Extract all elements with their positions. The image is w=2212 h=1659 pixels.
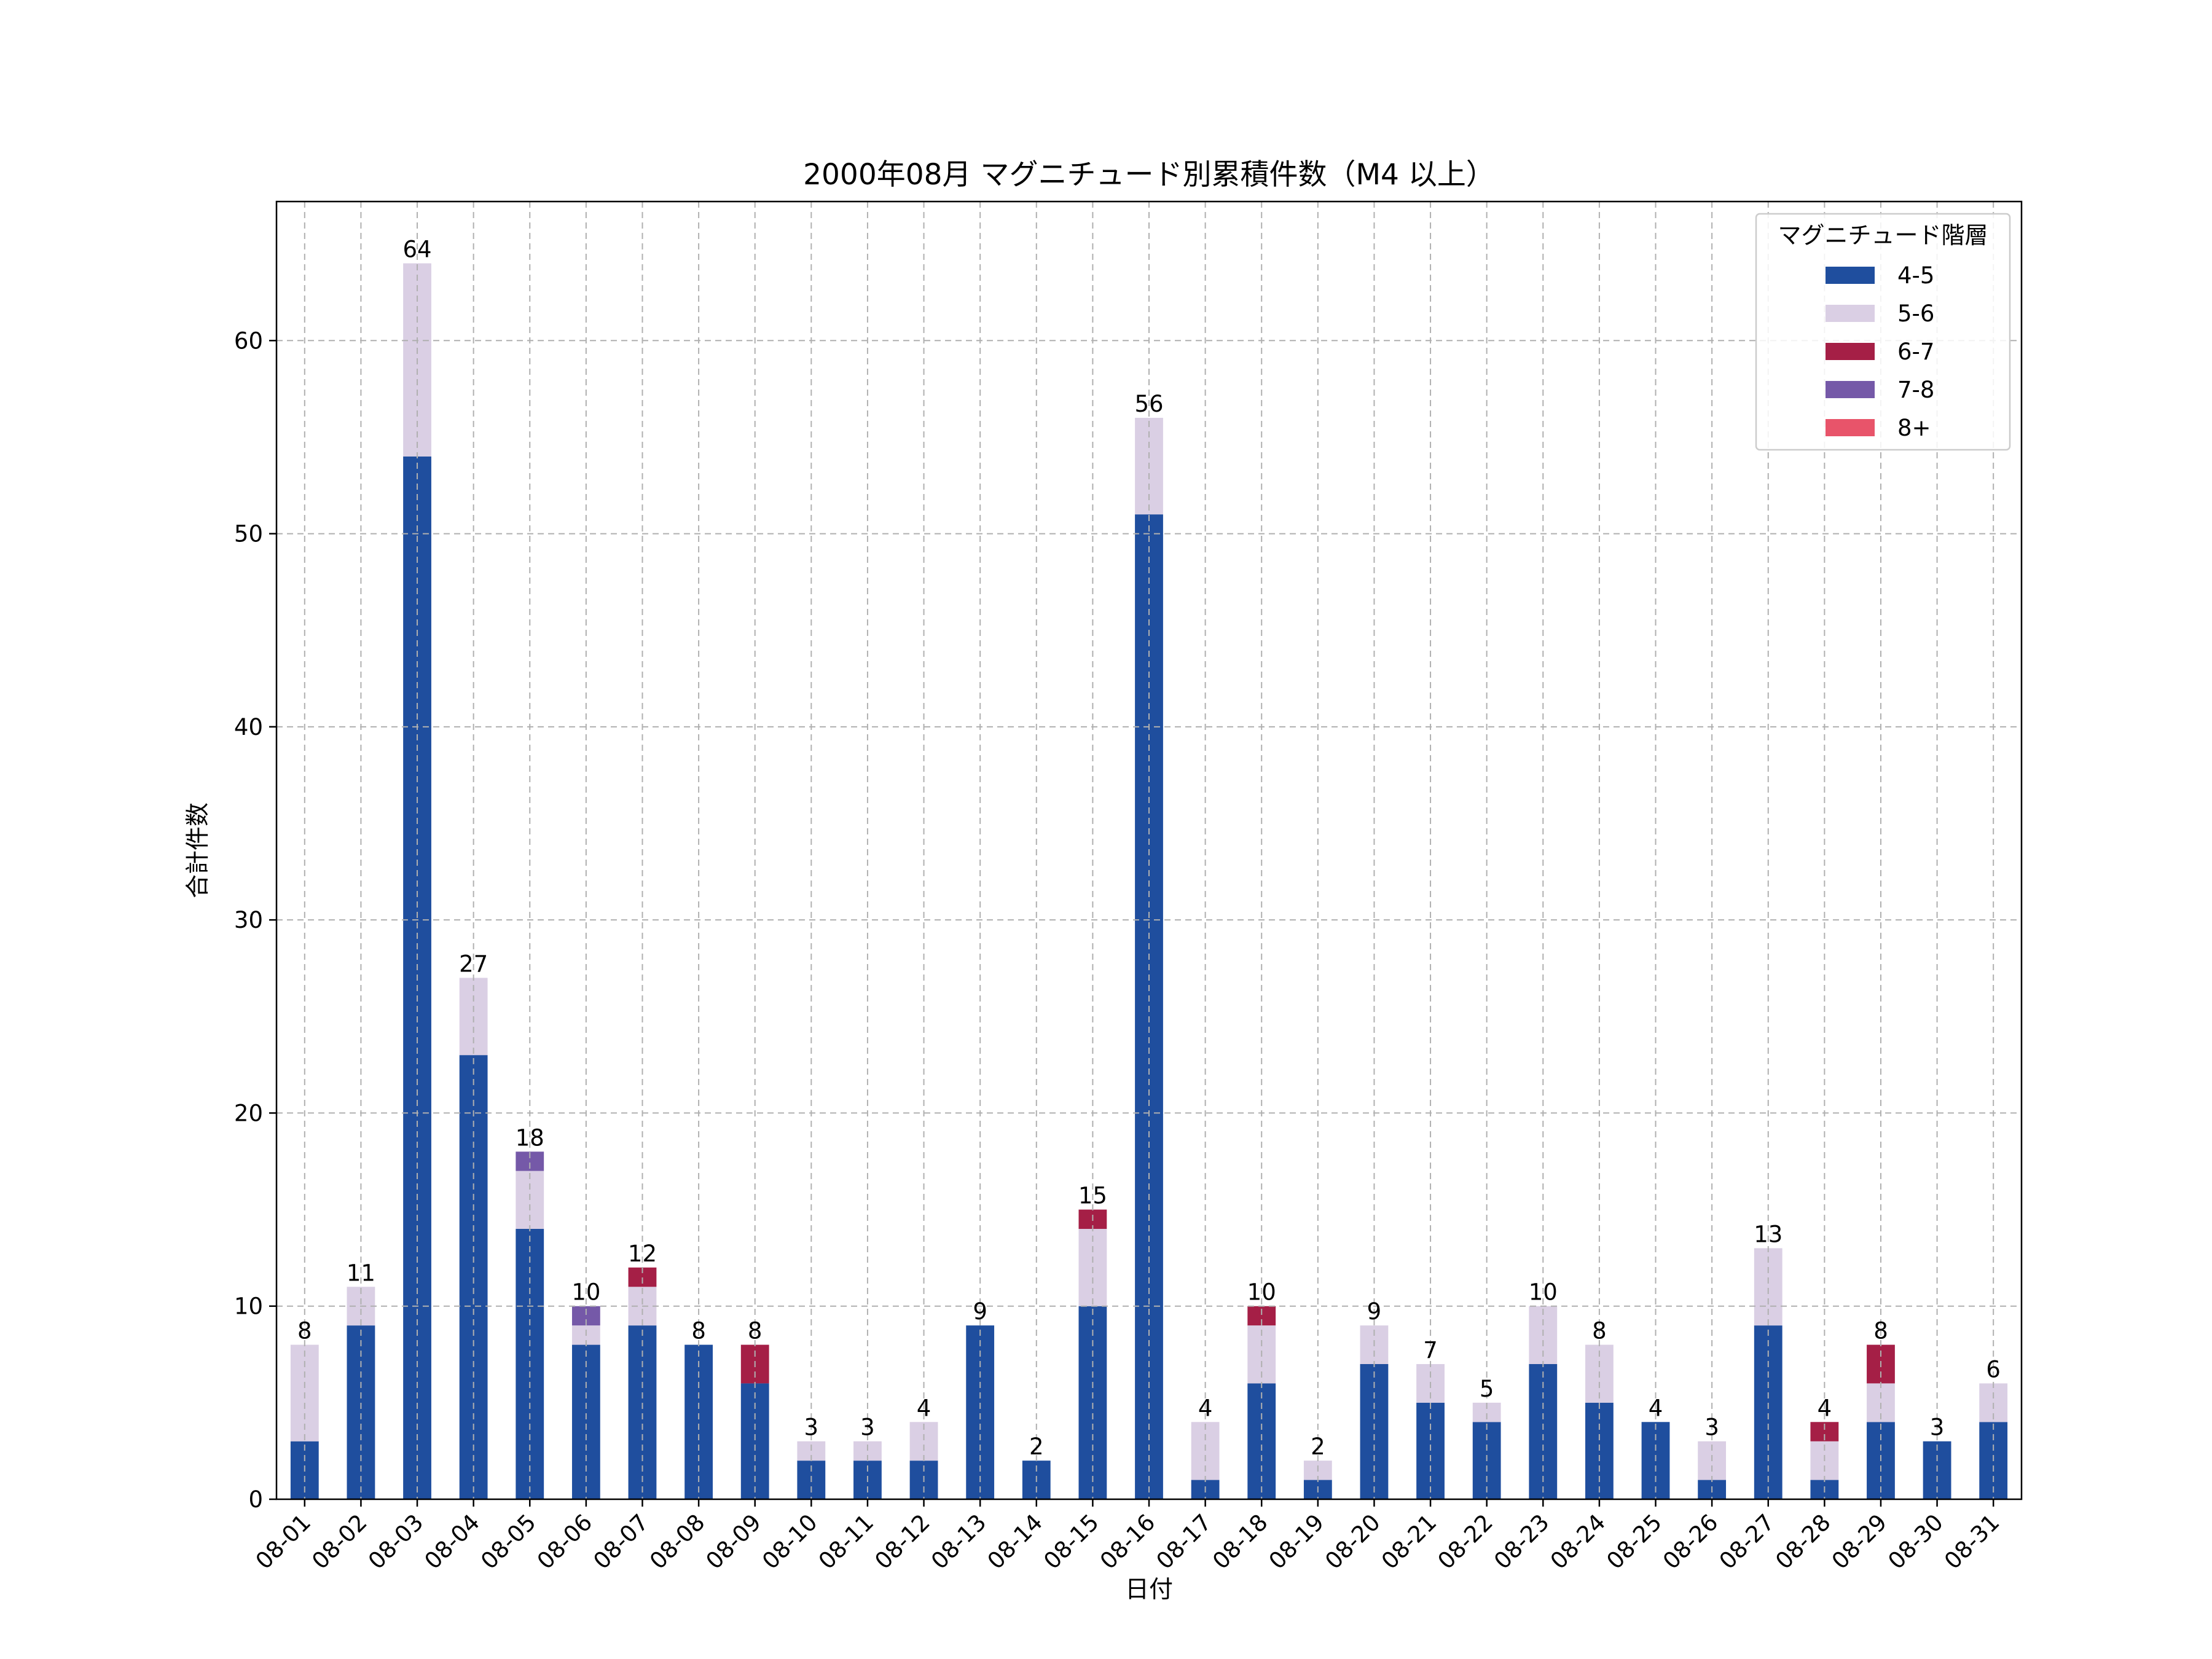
total-label: 8 xyxy=(1592,1318,1607,1344)
total-label: 3 xyxy=(1930,1414,1945,1441)
total-label: 9 xyxy=(1367,1298,1382,1325)
legend-entry: 4-5 xyxy=(1897,262,1934,289)
y-tick-label: 20 xyxy=(234,1100,263,1126)
legend-swatch xyxy=(1826,305,1875,322)
y-tick-label: 40 xyxy=(234,714,263,740)
y-axis: 0 10 20 30 40 50 60 xyxy=(234,327,276,1513)
total-label: 64 xyxy=(402,237,431,263)
total-label: 10 xyxy=(571,1279,600,1306)
total-label: 13 xyxy=(1754,1221,1783,1247)
total-label: 7 xyxy=(1423,1337,1438,1363)
total-label: 27 xyxy=(459,951,488,977)
total-label: 4 xyxy=(1198,1395,1213,1421)
y-tick-label: 50 xyxy=(234,521,263,547)
legend: マグニチュード階層 4-5 5-6 6-7 7-8 8+ xyxy=(1755,213,2011,451)
x-axis-label: 日付 xyxy=(1125,1576,1173,1604)
total-label: 2 xyxy=(1311,1433,1325,1460)
y-tick-label: 30 xyxy=(234,907,263,933)
y-tick-label: 10 xyxy=(234,1293,263,1320)
total-label: 3 xyxy=(860,1414,875,1441)
total-label: 8 xyxy=(1873,1318,1888,1344)
total-label: 4 xyxy=(1818,1395,1832,1421)
total-label: 8 xyxy=(691,1318,706,1344)
total-label: 11 xyxy=(347,1260,375,1286)
total-label: 18 xyxy=(516,1124,544,1151)
grid-lines xyxy=(276,202,2022,1499)
chart-title: 2000年08月 マグニチュード別累積件数（M4 以上） xyxy=(803,158,1495,192)
total-label: 56 xyxy=(1134,391,1163,417)
total-label: 9 xyxy=(973,1298,987,1325)
total-label: 15 xyxy=(1078,1183,1107,1209)
legend-swatch xyxy=(1826,267,1875,284)
total-label: 12 xyxy=(628,1241,657,1267)
legend-swatch xyxy=(1826,381,1875,398)
legend-title: マグニチュード階層 xyxy=(1778,222,1988,249)
y-tick-label: 0 xyxy=(248,1486,263,1513)
total-labels: 8 11 64 27 18 10 12 8 8 3 3 4 9 2 15 56 4 10 2 9 7 5 10 8 4 3 13 4 8… xyxy=(297,237,2001,1461)
total-label: 4 xyxy=(1649,1395,1663,1421)
legend-box xyxy=(1755,213,2011,451)
total-label: 4 xyxy=(917,1395,931,1421)
bar-segment-4-5 xyxy=(571,1344,600,1499)
total-label: 10 xyxy=(1529,1279,1558,1306)
total-label: 3 xyxy=(804,1414,819,1441)
y-tick-label: 60 xyxy=(234,327,263,354)
total-label: 10 xyxy=(1247,1279,1276,1306)
legend-entry: 5-6 xyxy=(1897,300,1934,327)
total-label: 8 xyxy=(748,1318,763,1344)
legend-entry: 7-8 xyxy=(1897,377,1934,403)
legend-entry: 6-7 xyxy=(1897,339,1934,365)
legend-swatch xyxy=(1826,419,1875,436)
total-label: 8 xyxy=(297,1318,312,1344)
total-label: 6 xyxy=(1986,1356,2001,1382)
total-label: 5 xyxy=(1480,1376,1494,1402)
total-label: 2 xyxy=(1029,1433,1044,1460)
bar-segment-4-5 xyxy=(684,1344,713,1499)
legend-swatch xyxy=(1826,343,1875,360)
legend-entry: 8+ xyxy=(1897,415,1931,441)
y-axis-label: 合計件数 xyxy=(184,802,212,898)
total-label: 3 xyxy=(1704,1414,1719,1441)
